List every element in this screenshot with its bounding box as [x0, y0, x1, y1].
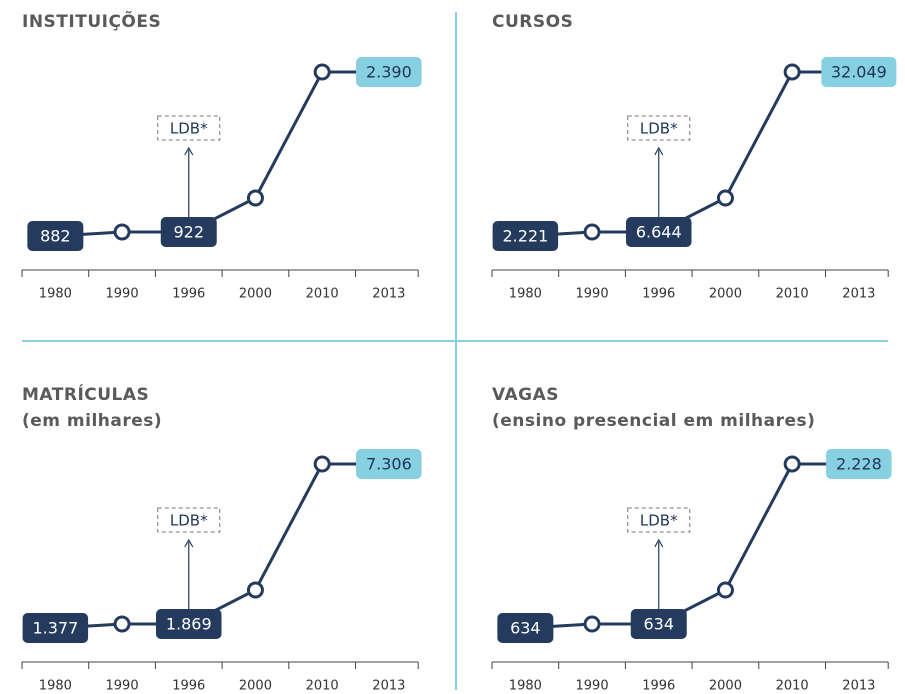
chart-subtitle: (ensino presencial em milhares) — [492, 411, 815, 431]
chart-subtitle: (em milhares) — [22, 411, 162, 431]
point — [313, 455, 331, 473]
x-tick-label: 2010 — [306, 679, 339, 694]
value-label: 6.644 — [636, 223, 682, 242]
value-label: 634 — [510, 619, 541, 638]
annotation-arrowhead — [654, 146, 664, 156]
value-box — [630, 609, 687, 639]
x-tick-label: 1990 — [106, 679, 139, 694]
x-tick-label: 2000 — [239, 679, 272, 694]
x-tick-label: 1990 — [576, 287, 609, 302]
value-box — [22, 613, 89, 643]
trend-line — [55, 462, 389, 630]
point — [783, 455, 801, 473]
x-tick-label: 1996 — [172, 679, 205, 694]
point — [113, 615, 131, 633]
value-label: 1.377 — [32, 619, 78, 638]
annotation: LDB* — [640, 120, 678, 138]
value-label: 32.049 — [831, 63, 887, 82]
annotation-box — [157, 115, 221, 141]
value-box — [497, 613, 554, 643]
x-tick-label: 2000 — [709, 287, 742, 302]
point — [783, 63, 801, 81]
x-tick-label: 1980 — [509, 287, 542, 302]
x-tick-label: 2013 — [372, 679, 405, 694]
chart-title: CURSOS — [492, 12, 573, 32]
value-box — [826, 449, 892, 479]
value-label: 1.869 — [166, 615, 212, 634]
value-box — [356, 57, 422, 87]
x-tick-label: 1996 — [172, 287, 205, 302]
value-box — [492, 221, 559, 251]
annotation-arrowhead — [184, 538, 194, 548]
annotation: LDB* — [170, 512, 208, 530]
value-box — [156, 609, 222, 639]
value-label: 882 — [40, 227, 71, 246]
value-box — [27, 221, 84, 251]
point — [583, 223, 601, 241]
point — [716, 189, 734, 207]
x-tick-label: 1996 — [642, 287, 675, 302]
annotation-box — [157, 507, 221, 533]
value-label: 2.228 — [836, 455, 882, 474]
x-tick-label: 1980 — [39, 287, 72, 302]
value-label: 2.221 — [502, 227, 548, 246]
value-box — [160, 217, 217, 247]
x-tick-label: 1990 — [106, 287, 139, 302]
point — [716, 581, 734, 599]
x-tick-label: 1980 — [509, 679, 542, 694]
point — [246, 189, 264, 207]
x-tick-label: 2010 — [776, 679, 809, 694]
trend-line — [525, 462, 859, 630]
x-tick-label: 2000 — [709, 679, 742, 694]
trend-line — [525, 70, 859, 238]
annotation: LDB* — [170, 120, 208, 138]
x-tick-label: 1996 — [642, 679, 675, 694]
point — [246, 581, 264, 599]
x-tick-label: 2013 — [842, 287, 875, 302]
chart-title: MATRÍCULAS — [22, 383, 149, 405]
value-label: 7.306 — [366, 455, 412, 474]
chart-title: INSTITUIÇÕES — [22, 9, 161, 32]
chart-title: VAGAS — [492, 385, 559, 405]
x-tick-label: 1980 — [39, 679, 72, 694]
x-tick-label: 2013 — [842, 679, 875, 694]
point — [313, 63, 331, 81]
x-tick-label: 2000 — [239, 287, 272, 302]
annotation-box — [627, 115, 691, 141]
value-box — [626, 217, 692, 247]
x-tick-label: 1990 — [576, 679, 609, 694]
x-tick-label: 2010 — [776, 287, 809, 302]
annotation: LDB* — [640, 512, 678, 530]
point — [583, 615, 601, 633]
value-label: 634 — [643, 615, 674, 634]
trend-line — [55, 70, 389, 238]
value-label: 922 — [173, 223, 204, 242]
point — [113, 223, 131, 241]
annotation-box — [627, 507, 691, 533]
x-tick-label: 2010 — [306, 287, 339, 302]
x-tick-label: 2013 — [372, 287, 405, 302]
annotation-arrowhead — [654, 538, 664, 548]
value-box — [821, 57, 897, 87]
value-box — [356, 449, 422, 479]
annotation-arrowhead — [184, 146, 194, 156]
value-label: 2.390 — [366, 63, 412, 82]
